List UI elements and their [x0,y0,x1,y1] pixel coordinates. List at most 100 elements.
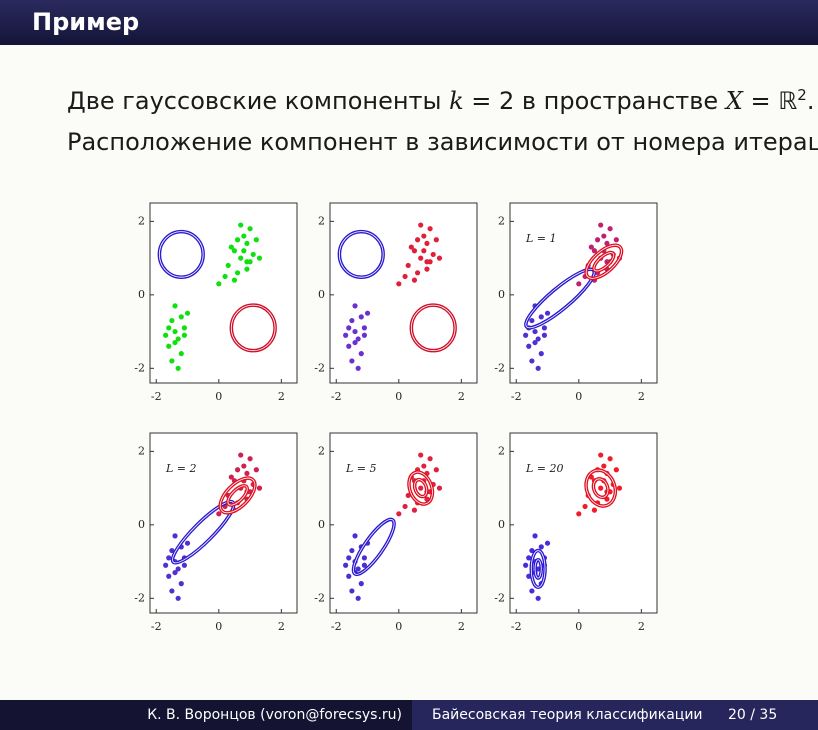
data-point [529,358,535,364]
data-point [241,463,247,469]
data-point [541,332,548,338]
data-point [346,573,352,579]
plot-frame [509,432,658,614]
y-tick-label: 2 [318,214,325,227]
plot-label: L = 5 [345,462,377,475]
data-point [184,540,191,546]
data-point [358,351,364,357]
y-tick-label: -2 [314,361,325,374]
data-point [529,317,535,324]
data-point [172,533,178,539]
data-point [228,244,234,250]
data-point [427,456,433,462]
data-point [414,270,421,276]
data-point [411,277,418,283]
data-point [166,343,172,349]
data-point [396,511,402,517]
data-point [216,511,222,517]
data-point [598,485,604,491]
data-point [244,266,250,272]
ellipse-highlight [593,252,615,272]
figure: -2 0 2 -2 0 2 -2 0 2 -2 0 2 -2 0 2 -2 0 2 L = 1 -2 0 2 -2 0 2 L =… [134,202,658,633]
text: Две гауссовские компоненты [67,87,450,115]
data-point [613,467,619,473]
text: = ℝ [742,87,798,115]
y-tick-label: 2 [138,444,145,457]
plot-frame [149,202,298,384]
data-point [532,339,538,346]
data-point [598,222,604,228]
footer-page: 20 / 35 [728,700,818,730]
x-tick-label: 0 [215,390,222,403]
ellipse-highlight [585,244,622,279]
data-point [355,595,361,601]
data-point [238,255,244,261]
data-point [181,325,188,331]
y-tick-label: 2 [318,444,325,457]
data-point [184,310,191,316]
y-tick-label: -2 [494,591,505,604]
data-point [163,562,169,568]
data-point [228,474,234,480]
data-point [343,562,349,568]
data-point [358,314,364,320]
ellipse-highlight [585,469,616,507]
math: X [725,87,743,115]
data-point [244,470,250,477]
data-point [358,581,364,587]
ellipse-highlight [410,304,456,352]
data-point [424,266,430,272]
data-point [343,332,349,338]
data-point [346,343,352,349]
y-tick-label: 2 [138,214,145,227]
x-tick-label: 0 [575,620,582,633]
data-point [405,262,411,269]
plot-label: L = 2 [165,462,197,475]
y-tick-label: 2 [498,214,505,227]
data-point [241,233,247,239]
data-point [418,452,424,458]
data-point [355,336,361,342]
data-point [346,555,352,561]
data-point [352,533,358,539]
footer: К. В. Воронцов (voron@forecsys.ru) Байес… [0,700,818,730]
data-point [411,248,418,254]
data-point [411,507,418,513]
ellipse-highlight [230,304,276,352]
text-line: Расположение компонент в зависимости от … [67,128,818,156]
x-tick-label: -2 [331,620,342,633]
data-point [238,452,244,458]
data-point [424,259,430,265]
data-point [169,547,175,554]
data-point [222,273,228,280]
data-point [349,588,355,594]
data-point [414,237,421,243]
data-point [234,237,241,243]
data-point [253,467,259,473]
data-point [541,325,548,331]
data-point [601,233,607,239]
data-point [402,273,408,280]
data-point [349,358,355,364]
data-point [418,485,424,491]
data-point [421,463,427,469]
data-point [225,262,231,269]
data-point [361,555,368,561]
data-point [364,310,371,316]
data-point [576,281,582,287]
data-point [216,281,222,287]
y-tick-label: 0 [318,518,325,531]
data-point [241,248,247,254]
data-point [588,244,594,250]
data-point [436,255,443,261]
plot-label: L = 20 [525,462,564,475]
y-tick-label: 2 [498,444,505,457]
data-point [544,310,551,316]
data-point [247,456,253,462]
data-point [607,226,613,232]
data-point [523,332,529,338]
data-point [231,277,238,283]
ellipse-highlight [414,479,428,498]
data-point [576,511,582,517]
